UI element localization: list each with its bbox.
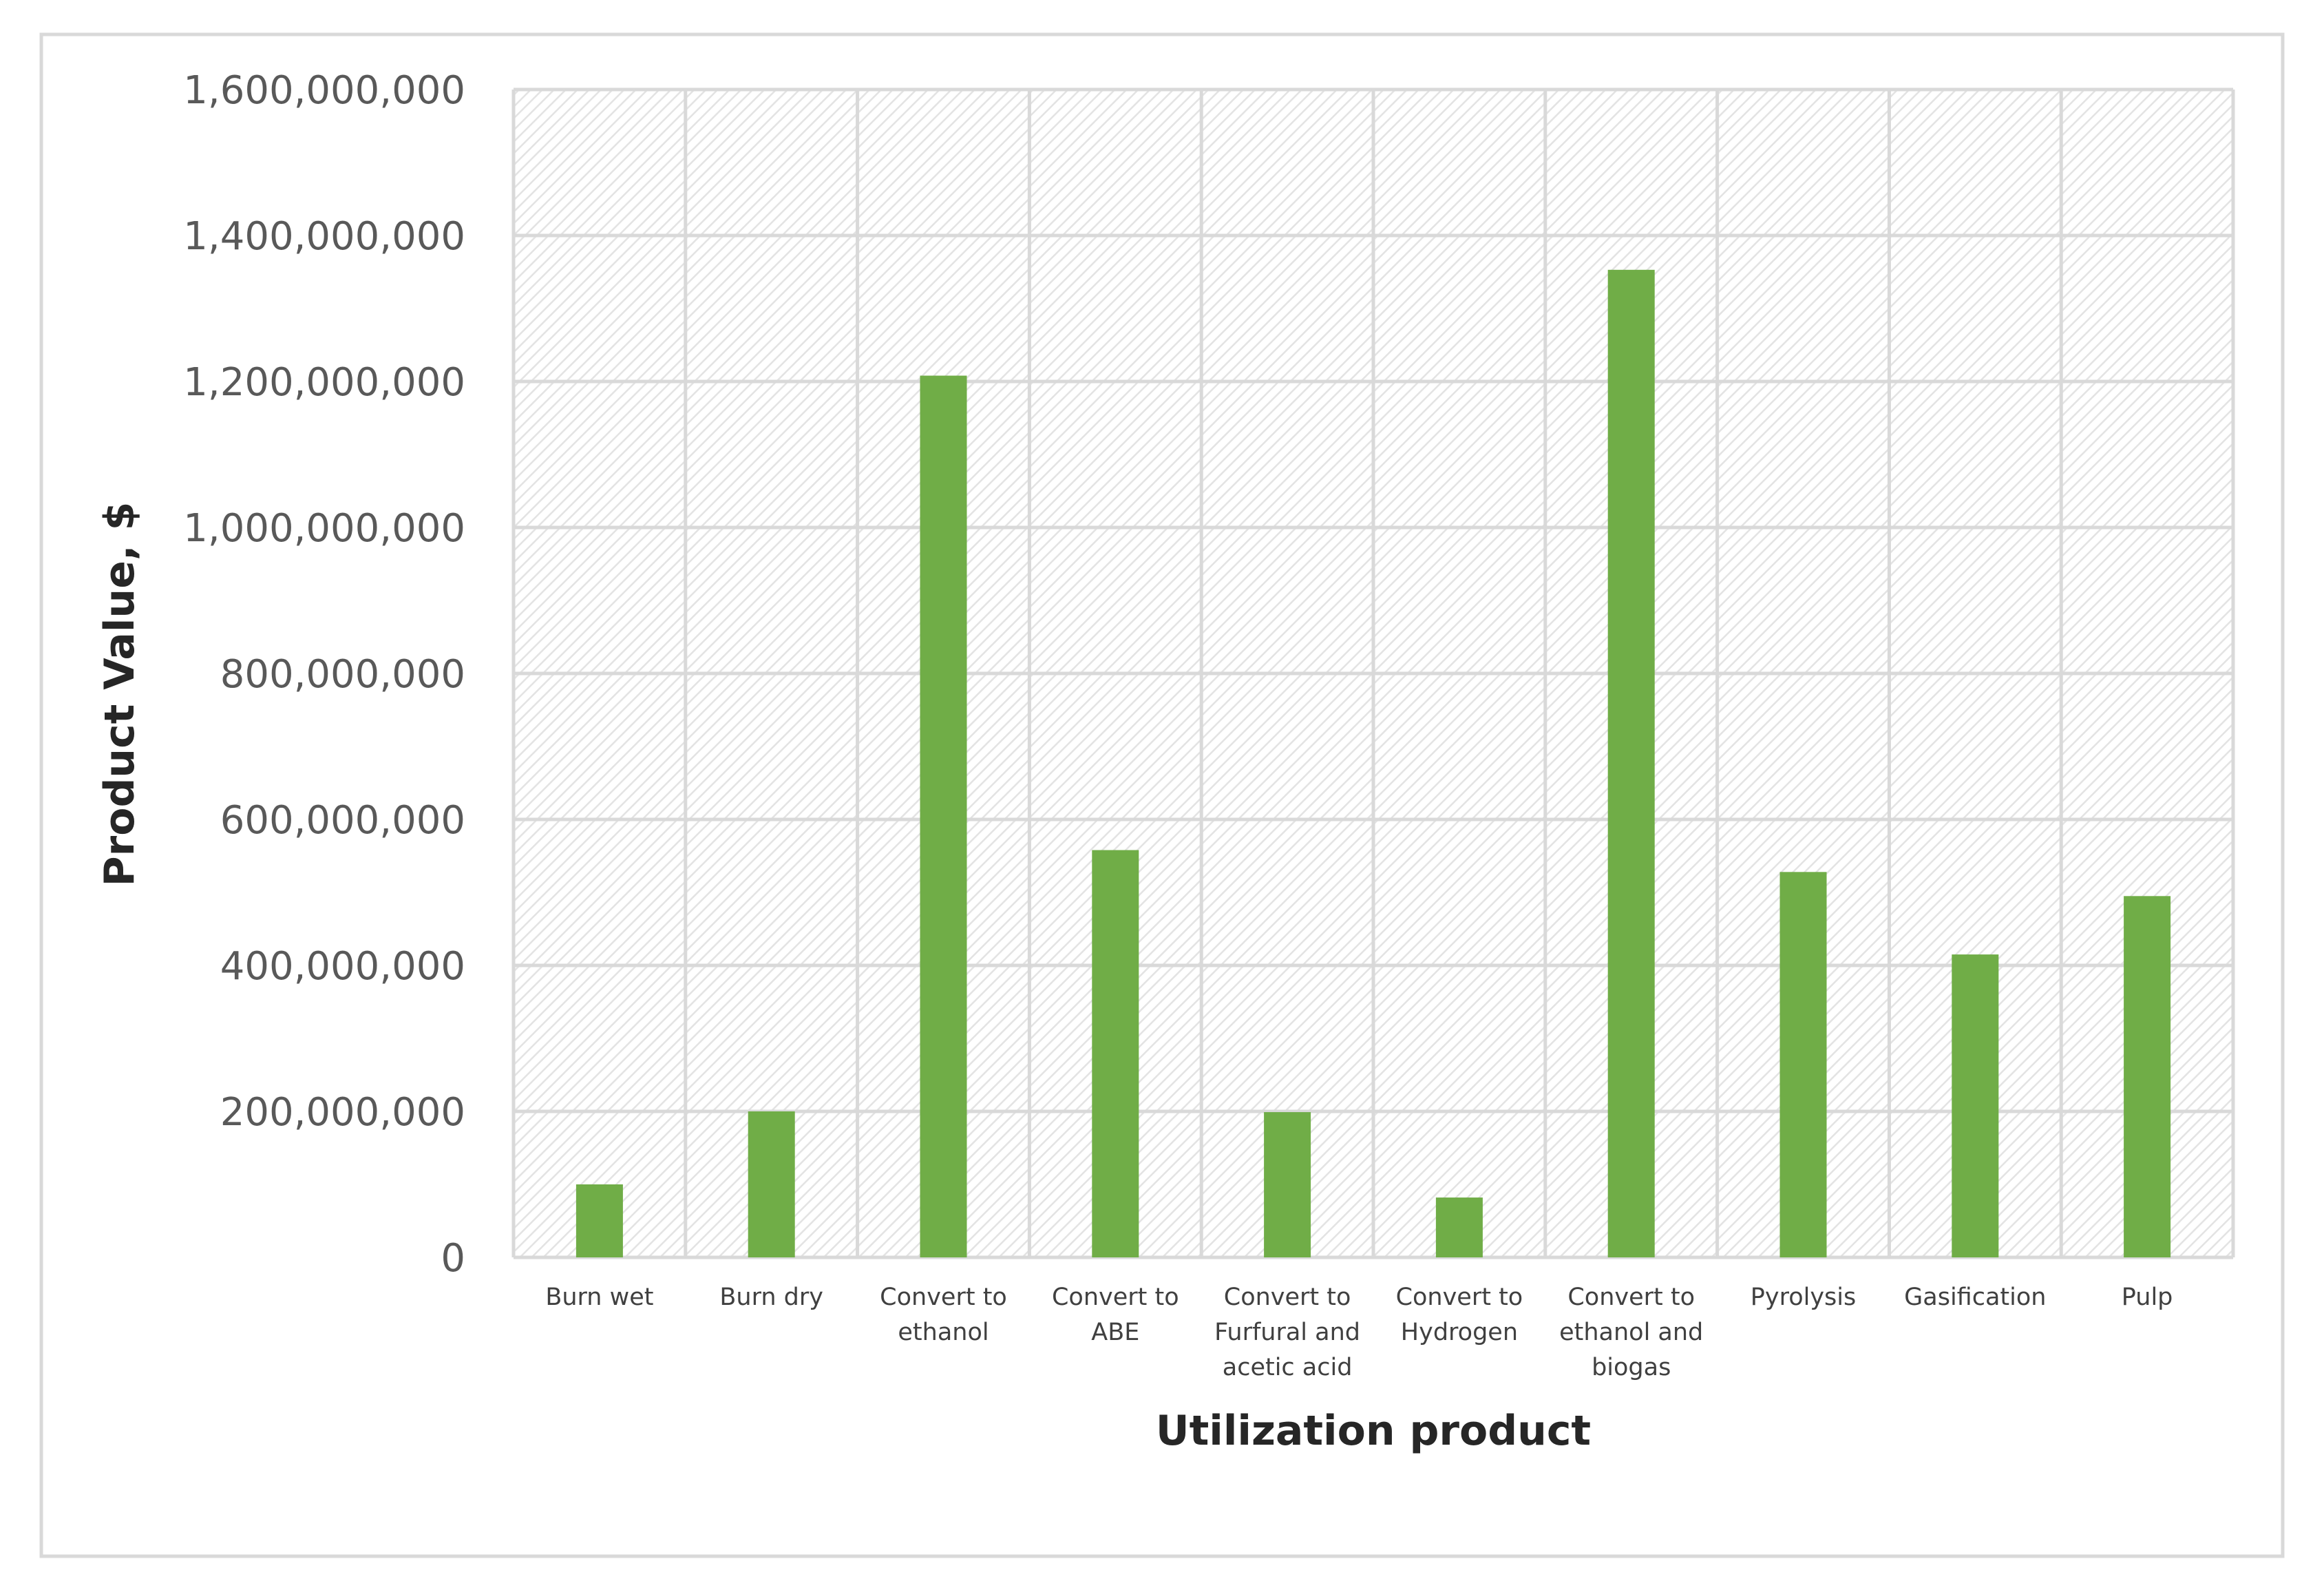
y-tick-label: 0 [441, 1236, 465, 1281]
x-tick-label: Pyrolysis [1751, 1284, 1856, 1311]
bar [1952, 954, 1999, 1257]
y-tick-label: 1,000,000,000 [183, 506, 465, 551]
bar [1264, 1112, 1311, 1257]
y-tick-label: 400,000,000 [220, 944, 465, 989]
x-tick-label: Convert to Furfural and acetic acid [1214, 1284, 1360, 1381]
y-tick-label: 600,000,000 [220, 798, 465, 843]
x-tick-label: Burn dry [719, 1284, 823, 1311]
x-tick-label: Convert to Hydrogen [1396, 1284, 1523, 1346]
y-tick-label: 1,200,000,000 [183, 360, 465, 405]
x-tick-label: Convert to ethanol and biogas [1559, 1284, 1703, 1381]
bar [1435, 1197, 1483, 1257]
x-tick-label: Pulp [2122, 1284, 2173, 1311]
bar [1607, 269, 1655, 1257]
bar [1092, 850, 1139, 1257]
y-axis-title: Product Value, $ [96, 502, 144, 887]
bar [575, 1184, 623, 1257]
y-tick-label: 1,600,000,000 [183, 68, 465, 113]
x-axis-title: Utilization product [1156, 1407, 1591, 1455]
gridlines [511, 87, 2235, 1259]
bar [748, 1111, 795, 1257]
y-tick-label: 1,400,000,000 [183, 214, 465, 259]
x-axis-tick-labels: Burn wet Burn dry Convert to ethanol Convert… [545, 1284, 2173, 1381]
x-tick-label: Convert to ethanol [880, 1284, 1007, 1346]
x-tick-label: Convert to ABE [1052, 1284, 1179, 1346]
x-tick-label: Burn wet [545, 1284, 653, 1311]
y-tick-label: 800,000,000 [220, 652, 465, 697]
bars [575, 269, 2171, 1257]
bar [2124, 896, 2171, 1257]
x-tick-label: Gasification [1904, 1284, 2046, 1311]
y-axis-tick-labels: 0 200,000,000 400,000,000 600,000,000 800,00… [183, 68, 465, 1281]
bar [920, 375, 967, 1257]
bar [1779, 872, 1827, 1257]
y-tick-label: 200,000,000 [220, 1090, 465, 1135]
